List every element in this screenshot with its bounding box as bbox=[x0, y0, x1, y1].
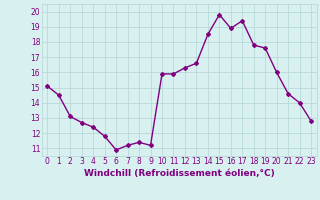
X-axis label: Windchill (Refroidissement éolien,°C): Windchill (Refroidissement éolien,°C) bbox=[84, 169, 275, 178]
